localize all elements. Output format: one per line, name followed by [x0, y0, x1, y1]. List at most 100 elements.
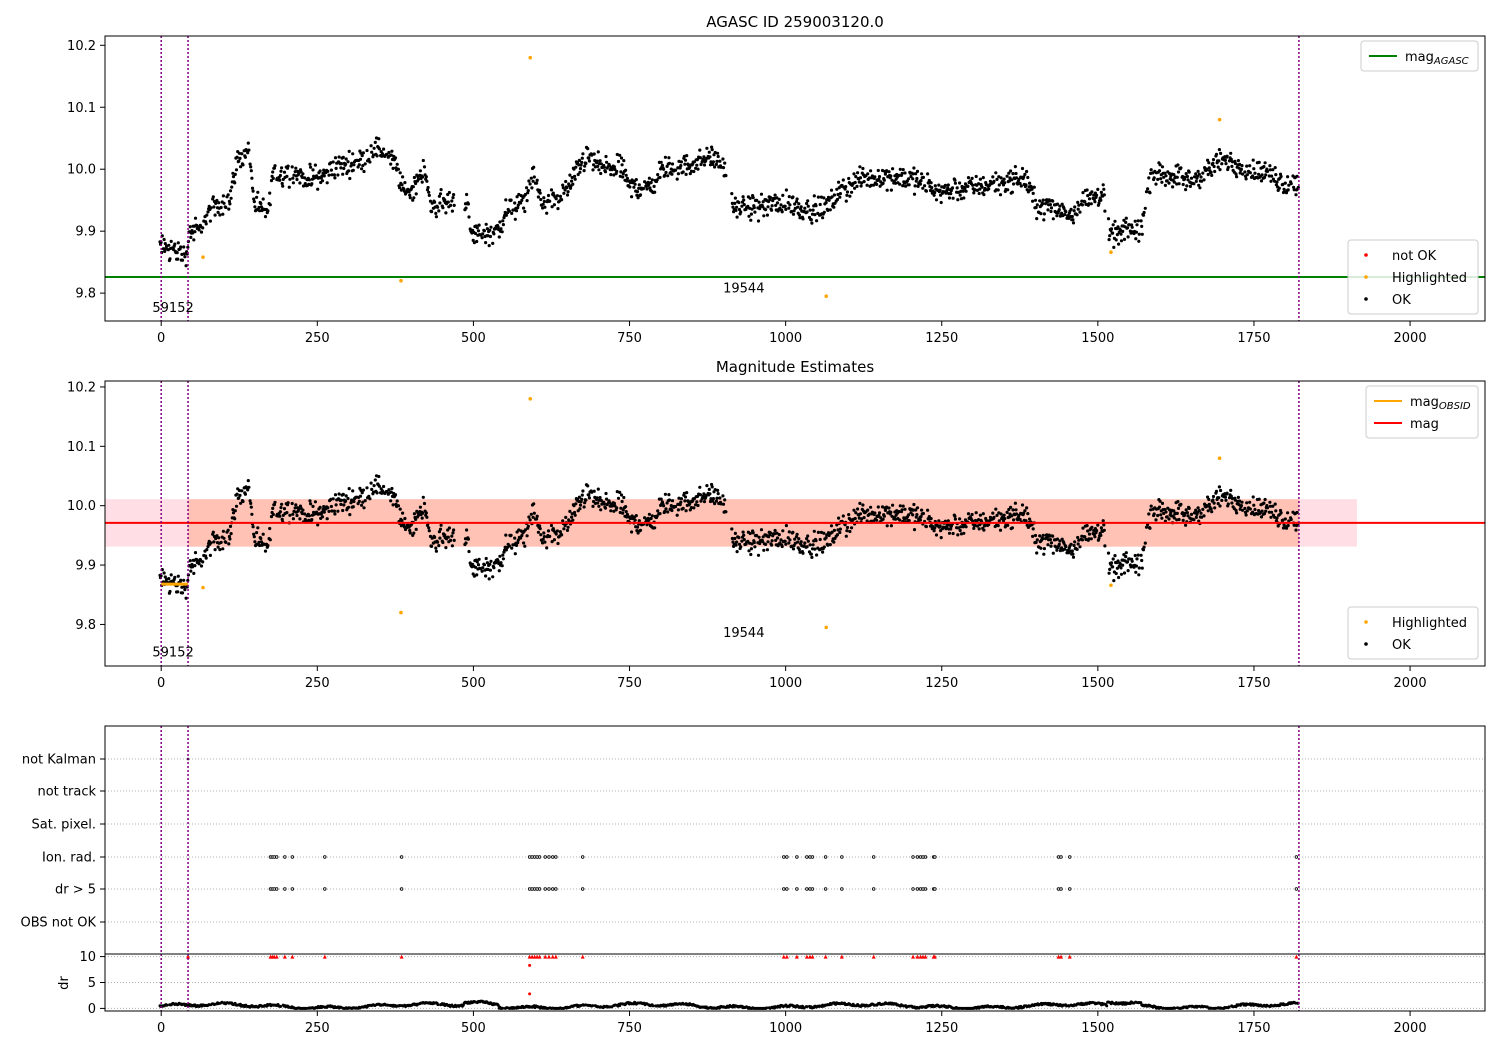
ok-point: [609, 173, 613, 177]
ok-point: [779, 538, 783, 542]
ok-point: [1168, 508, 1172, 512]
ok-point: [858, 165, 862, 169]
ok-point: [1162, 175, 1166, 179]
ok-point: [349, 164, 353, 168]
ok-point: [320, 515, 325, 519]
ok-point: [1241, 172, 1245, 176]
x-tick-label: 2000: [1394, 676, 1427, 691]
ok-point: [1041, 537, 1045, 541]
ok-point: [1005, 510, 1009, 514]
ok-point: [1286, 175, 1290, 179]
ok-point: [452, 193, 456, 197]
ok-point: [1031, 527, 1035, 531]
ok-point: [887, 170, 891, 174]
ok-point: [255, 208, 259, 212]
ok-point: [1007, 507, 1011, 512]
ok-point: [266, 209, 270, 213]
ok-point: [531, 179, 535, 183]
ok-point: [616, 496, 621, 500]
ok-point: [619, 170, 623, 174]
ok-point: [473, 231, 478, 236]
ok-point: [947, 531, 952, 535]
ok-point: [1041, 198, 1045, 202]
ok-point: [909, 174, 913, 179]
ok-point: [377, 137, 381, 141]
ok-point: [526, 189, 530, 193]
ok-point: [513, 201, 517, 205]
ok-point: [730, 201, 735, 205]
ok-point: [180, 585, 184, 589]
ok-point: [1143, 541, 1147, 545]
ok-point: [1136, 553, 1140, 557]
ok-point: [596, 487, 600, 491]
ok-point: [467, 549, 471, 554]
ok-point: [464, 206, 468, 210]
ok-point: [937, 183, 941, 187]
ok-point: [1035, 538, 1039, 542]
ok-point: [542, 199, 547, 204]
ok-point: [358, 157, 363, 161]
flag-point: [580, 887, 585, 891]
flag-point: [1294, 887, 1299, 891]
ok-point: [450, 534, 454, 538]
ok-point: [239, 501, 243, 505]
ok-point: [1220, 498, 1224, 502]
ok-point: [1014, 176, 1019, 180]
ok-point: [563, 524, 567, 528]
ok-point: [889, 188, 894, 192]
ok-point: [850, 190, 854, 194]
ok-point: [189, 235, 193, 239]
ok-point: [241, 499, 245, 504]
ok-point: [951, 196, 955, 200]
ok-point: [1071, 218, 1075, 222]
ok-point: [1102, 193, 1106, 197]
ok-point: [411, 185, 415, 189]
highlighted-point: [399, 610, 403, 615]
ok-point: [1055, 548, 1059, 552]
ok-point: [808, 208, 812, 212]
ok-point: [201, 226, 205, 230]
ok-point: [1147, 512, 1151, 516]
ok-point: [618, 174, 622, 178]
ok-point: [810, 212, 815, 216]
ok-point: [909, 511, 913, 515]
ok-point: [1196, 169, 1200, 173]
ok-point: [1041, 202, 1045, 206]
highlighted-point: [824, 294, 829, 299]
ok-point: [1223, 495, 1227, 499]
ok-point: [1252, 167, 1256, 171]
ok-point: [1251, 158, 1255, 162]
ok-point: [271, 506, 275, 510]
ok-point: [1294, 528, 1298, 532]
ok-point: [1077, 538, 1081, 542]
ok-point: [1282, 187, 1286, 191]
ok-point: [845, 525, 850, 530]
ok-point: [854, 511, 858, 515]
ok-point: [995, 177, 999, 181]
ok-point: [1010, 178, 1014, 182]
ok-point: [539, 533, 543, 537]
ok-point: [1158, 163, 1162, 167]
ok-point: [911, 513, 915, 517]
ok-point: [625, 512, 630, 517]
x-tick-label: 1750: [1237, 1021, 1270, 1036]
ok-point: [959, 189, 963, 193]
ok-point: [1196, 506, 1200, 510]
ok-point: [542, 196, 546, 200]
ok-point: [676, 172, 681, 176]
ok-point: [1013, 165, 1018, 169]
ok-point: [298, 517, 302, 521]
ok-point: [1187, 506, 1191, 510]
ok-point: [1024, 183, 1028, 187]
ok-point: [1080, 199, 1084, 203]
ok-point: [1160, 516, 1164, 520]
ok-point: [492, 566, 496, 570]
ok-point: [1146, 187, 1150, 191]
ok-point: [215, 534, 219, 538]
ok-point: [663, 509, 667, 513]
ok-point: [1289, 517, 1293, 522]
dr-outlier-marker: [186, 954, 191, 959]
ok-point: [885, 524, 889, 528]
ok-point: [1013, 501, 1018, 505]
ok-point: [695, 163, 699, 167]
